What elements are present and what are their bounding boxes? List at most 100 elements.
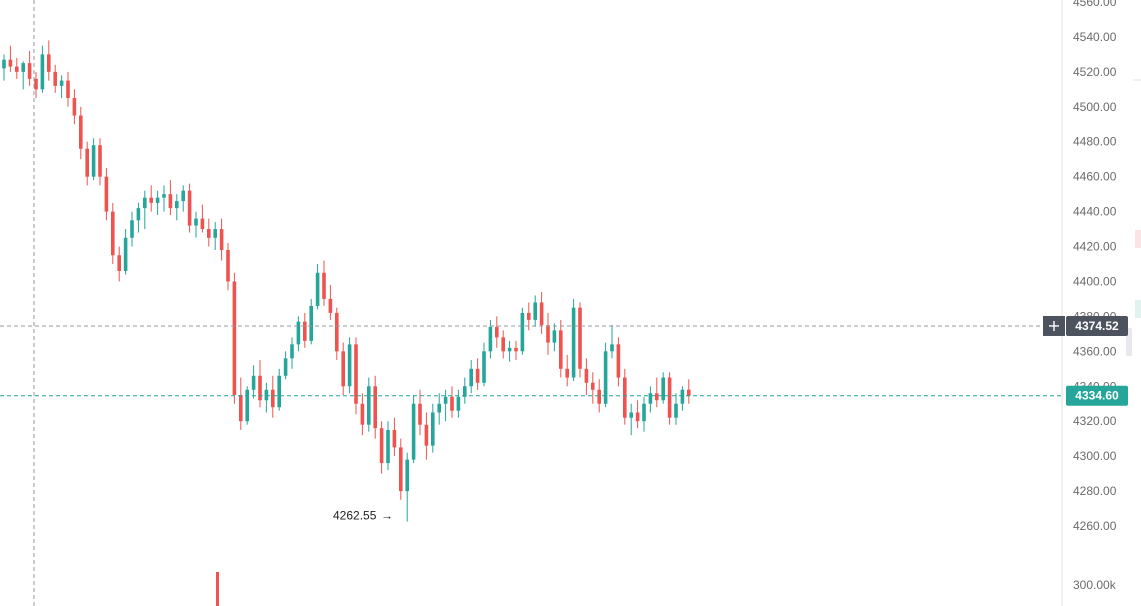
candle-body xyxy=(15,66,19,72)
candle-body xyxy=(21,63,25,72)
candle-body xyxy=(232,281,237,395)
candle-body xyxy=(373,386,377,429)
candle-body xyxy=(424,424,429,446)
candle-body xyxy=(200,218,205,230)
candle-body xyxy=(213,229,217,238)
candles-layer xyxy=(2,40,691,522)
candle-body xyxy=(162,194,166,198)
candle-body xyxy=(335,312,339,352)
candle-body xyxy=(450,396,454,411)
candle-body xyxy=(245,389,249,422)
candle-body xyxy=(91,145,96,177)
candle-body xyxy=(34,78,38,90)
candle-body xyxy=(130,220,134,238)
crosshair-price-badge: 4374.52 xyxy=(1066,315,1128,336)
volume-axis-label: 300.00k xyxy=(1073,578,1117,592)
y-tick-label: 4540.00 xyxy=(1073,30,1117,44)
svg-text:4374.52: 4374.52 xyxy=(1075,319,1119,333)
right-edge-tint-red xyxy=(1135,230,1141,248)
candle-body xyxy=(571,307,576,378)
candle-body xyxy=(354,344,358,404)
candle-body xyxy=(635,412,640,422)
candle-body xyxy=(616,344,621,378)
candle-body xyxy=(642,403,646,422)
candle-body xyxy=(443,396,448,404)
candle-body xyxy=(379,428,384,464)
candle-body xyxy=(405,459,409,492)
candle-body xyxy=(482,351,486,383)
candle-body xyxy=(495,326,499,338)
candle-body xyxy=(552,330,557,343)
plus-icon xyxy=(1049,320,1059,331)
candle-body xyxy=(546,325,550,343)
candle-body xyxy=(565,368,569,378)
candle-body xyxy=(341,351,345,387)
candle-body xyxy=(597,389,601,404)
candle-body xyxy=(303,321,307,341)
candle-body xyxy=(431,412,435,446)
candle-body xyxy=(623,377,627,418)
candle-body xyxy=(437,403,441,413)
y-tick-label: 4400.00 xyxy=(1073,274,1117,288)
right-edge-tint-green xyxy=(1135,300,1141,318)
candle-body xyxy=(680,389,685,404)
candle-body xyxy=(53,71,57,86)
candle-body xyxy=(271,389,275,408)
y-tick-label: 4480.00 xyxy=(1073,135,1117,149)
candle-body xyxy=(392,429,397,448)
svg-text:4262.55: 4262.55 xyxy=(333,509,377,523)
candle-body xyxy=(143,197,147,209)
price-axis[interactable]: 4560.00 4540.00 4520.00 4500.00 4480.00 4460.… xyxy=(1073,0,1117,533)
candle-body xyxy=(418,403,422,425)
candle-body xyxy=(527,312,531,320)
volume-bar xyxy=(216,572,219,606)
candle-body xyxy=(168,194,173,209)
candle-body xyxy=(655,393,659,401)
crosshair-add-button[interactable] xyxy=(1043,315,1065,336)
candle-body xyxy=(117,255,121,271)
candle-body xyxy=(27,63,32,79)
candle-body xyxy=(98,145,102,177)
y-tick-label: 4520.00 xyxy=(1073,65,1117,79)
candle-body xyxy=(674,403,678,418)
candle-body xyxy=(66,80,70,99)
candle-body xyxy=(661,377,665,401)
candle-body xyxy=(539,302,544,326)
candle-body xyxy=(123,237,128,271)
candle-body xyxy=(399,447,403,492)
candle-body xyxy=(584,368,589,383)
candle-body xyxy=(175,201,179,209)
candle-body xyxy=(2,59,6,69)
candle-body xyxy=(456,396,461,411)
candle-body xyxy=(469,368,473,387)
candle-body xyxy=(155,197,160,203)
candle-body xyxy=(367,386,371,425)
y-tick-label: 4440.00 xyxy=(1073,205,1117,219)
candle-body xyxy=(187,190,192,226)
candle-body xyxy=(181,190,185,202)
candle-body xyxy=(264,389,269,401)
candle-body xyxy=(79,115,83,149)
candle-body xyxy=(111,211,115,256)
candle-body xyxy=(251,375,256,390)
candle-body xyxy=(283,358,288,376)
candle-body xyxy=(475,368,480,383)
y-tick-label: 4260.00 xyxy=(1073,519,1117,533)
candle-body xyxy=(360,403,365,425)
candle-body xyxy=(501,337,505,352)
candle-body xyxy=(239,395,243,422)
candle-body xyxy=(207,229,211,238)
candle-body xyxy=(463,386,467,397)
candle-body xyxy=(347,344,352,387)
candle-body xyxy=(687,389,691,396)
candle-body xyxy=(514,347,518,352)
candle-body xyxy=(47,54,51,72)
candle-body xyxy=(258,375,262,401)
candle-body xyxy=(40,54,45,90)
candle-body xyxy=(667,377,672,418)
candle-body xyxy=(610,344,614,352)
y-tick-label: 4280.00 xyxy=(1073,484,1117,498)
candle-body xyxy=(309,305,313,341)
candle-body xyxy=(533,302,537,320)
